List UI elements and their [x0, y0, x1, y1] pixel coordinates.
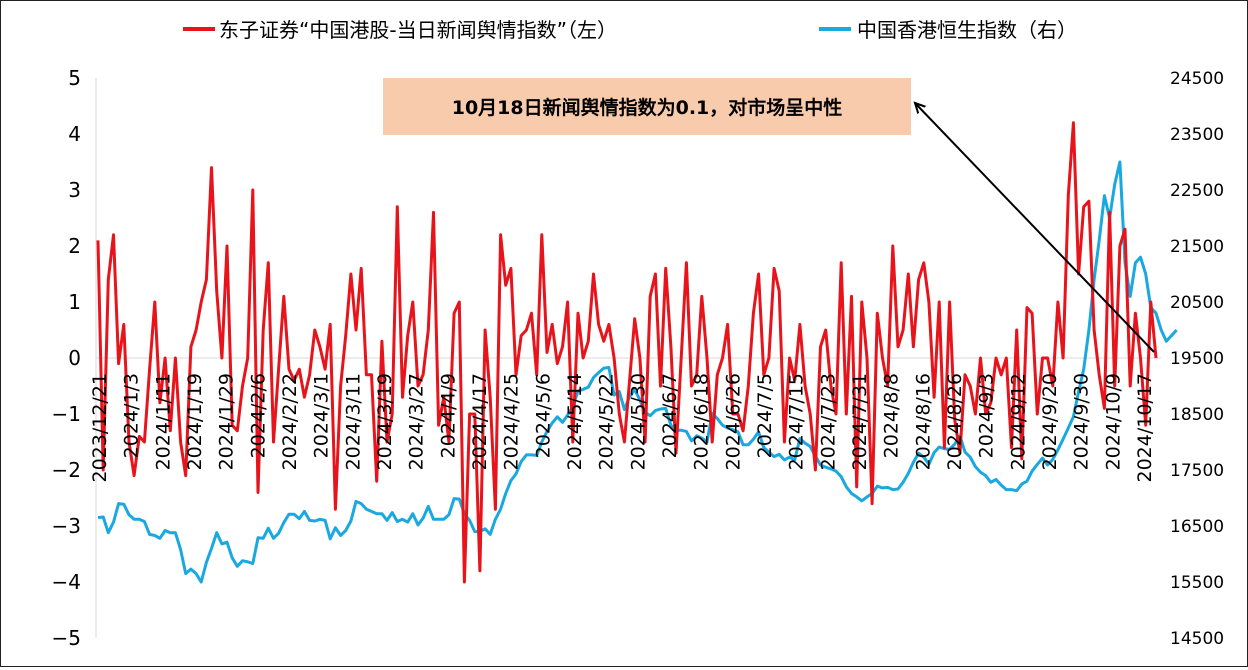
x-tick-label: 2024/9/3 — [976, 373, 998, 458]
x-tick-label: 2024/6/18 — [691, 373, 713, 470]
left-tick-label: 5 — [68, 66, 81, 90]
x-tick-label: 2024/8/26 — [944, 373, 966, 470]
right-tick-label: 17500 — [1170, 461, 1224, 481]
x-tick-label: 2024/6/7 — [659, 373, 681, 458]
x-tick-label: 2024/4/17 — [469, 373, 491, 470]
series-lines — [96, 121, 1178, 584]
left-y-axis: 5 4 3 2 1 0 −1 −2 −3 −4 −5 — [52, 66, 81, 650]
left-tick-label: 1 — [68, 290, 81, 314]
left-tick-label: 0 — [68, 346, 81, 370]
x-tick-label: 2024/1/11 — [152, 373, 174, 470]
x-tick-label: 2024/10/17 — [1134, 373, 1156, 483]
x-tick-label: 2024/2/22 — [279, 373, 301, 470]
x-tick-label: 2024/3/27 — [406, 373, 428, 470]
x-tick-label: 2024/2/6 — [247, 373, 269, 458]
right-tick-label: 20500 — [1170, 293, 1224, 313]
x-tick-label: 2024/9/12 — [1007, 373, 1029, 470]
x-tick-label: 2024/5/6 — [532, 373, 554, 458]
right-tick-label: 19500 — [1170, 349, 1224, 369]
x-tick-label: 2024/10/9 — [1102, 373, 1124, 470]
left-tick-label: −1 — [52, 402, 81, 426]
annotation-text: 10月18日新闻舆情指数为0.1，对市场呈中性 — [452, 96, 843, 119]
legend: 东子证券“中国港股-当日新闻舆情指数”（左） 中国香港恒生指数（右） — [183, 18, 1077, 42]
right-tick-label: 23500 — [1170, 125, 1224, 145]
x-tick-label: 2024/7/15 — [786, 373, 808, 470]
right-tick-label: 24500 — [1170, 69, 1224, 89]
x-tick-label: 2024/5/14 — [564, 373, 586, 470]
x-tick-label: 2024/7/5 — [754, 373, 776, 458]
x-tick-label: 2024/9/20 — [1039, 373, 1061, 470]
left-tick-label: 2 — [68, 234, 81, 258]
right-tick-label: 18500 — [1170, 405, 1224, 425]
x-tick-label: 2024/4/25 — [501, 373, 523, 470]
annotation-arrow — [915, 103, 1155, 353]
right-tick-label: 22500 — [1170, 181, 1224, 201]
left-tick-label: −3 — [52, 514, 81, 538]
x-tick-label: 2024/3/1 — [311, 373, 333, 458]
x-tick-label: 2024/6/26 — [722, 373, 744, 470]
x-tick-label: 2023/12/21 — [89, 373, 111, 483]
x-tick-label: 2024/9/30 — [1071, 373, 1093, 470]
left-tick-label: 4 — [68, 122, 81, 146]
annotation-box — [383, 78, 911, 135]
annotation: 10月18日新闻舆情指数为0.1，对市场呈中性 — [383, 78, 1155, 353]
x-tick-label: 2024/5/22 — [596, 373, 618, 470]
left-tick-label: −5 — [52, 626, 81, 650]
left-tick-label: −2 — [52, 458, 81, 482]
x-tick-label: 2024/4/9 — [437, 373, 459, 458]
x-tick-label: 2024/8/16 — [912, 373, 934, 470]
x-axis: 2023/12/21 2024/1/3 2024/1/11 2024/1/19 2024… — [89, 373, 1156, 483]
x-tick-label: 2024/3/19 — [374, 373, 396, 470]
right-tick-label: 14500 — [1170, 629, 1224, 649]
hsi-series-line — [97, 160, 1178, 584]
x-tick-label: 2024/1/3 — [121, 373, 143, 458]
right-tick-label: 21500 — [1170, 237, 1224, 257]
x-tick-label: 2024/1/19 — [184, 373, 206, 470]
left-tick-label: −4 — [52, 570, 81, 594]
left-tick-label: 3 — [68, 178, 81, 202]
x-tick-label: 2024/5/30 — [627, 373, 649, 470]
x-tick-label: 2024/1/29 — [216, 373, 238, 470]
x-tick-label: 2024/8/8 — [881, 373, 903, 458]
x-tick-label: 2024/3/11 — [342, 373, 364, 470]
x-tick-label: 2024/7/23 — [817, 373, 839, 470]
legend-label-hsi: 中国香港恒生指数（右） — [857, 18, 1077, 42]
right-tick-label: 15500 — [1170, 573, 1224, 593]
sentiment-series-line — [96, 121, 1158, 584]
x-tick-label: 2024/7/31 — [849, 373, 871, 470]
legend-label-sentiment: 东子证券“中国港股-当日新闻舆情指数”（左） — [219, 18, 617, 42]
right-y-axis: 24500 23500 22500 21500 20500 19500 18500 17500… — [1170, 69, 1224, 649]
right-tick-label: 16500 — [1170, 517, 1224, 537]
